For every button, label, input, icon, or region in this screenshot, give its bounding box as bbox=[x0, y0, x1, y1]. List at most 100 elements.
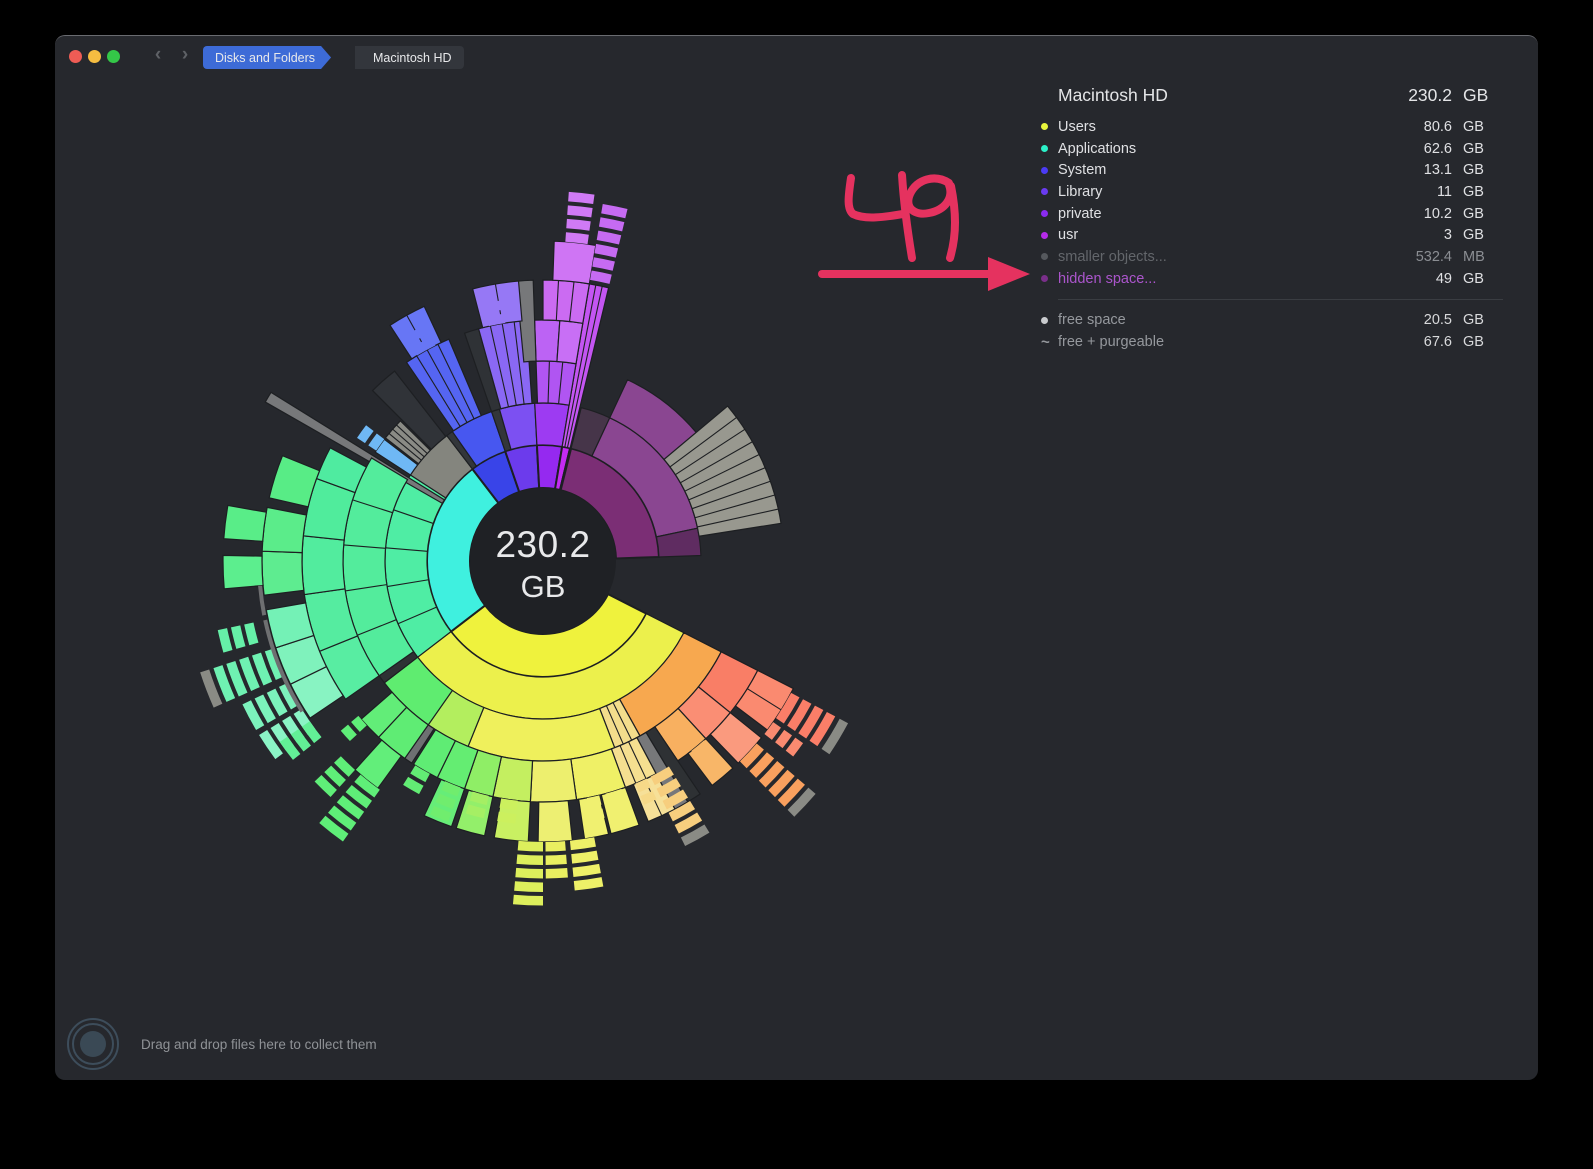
chart-tick[interactable] bbox=[775, 729, 793, 749]
chart-tick[interactable] bbox=[469, 791, 489, 806]
chart-tick[interactable] bbox=[351, 715, 367, 732]
chart-tick[interactable] bbox=[239, 656, 260, 691]
chart-tick[interactable] bbox=[545, 854, 567, 865]
chart-segment[interactable] bbox=[542, 279, 591, 325]
chart-tick[interactable] bbox=[334, 756, 355, 777]
chart-tick[interactable] bbox=[787, 699, 812, 731]
chart-segment[interactable] bbox=[533, 319, 561, 363]
chart-tick[interactable] bbox=[674, 812, 703, 834]
chart-segment[interactable] bbox=[709, 711, 763, 764]
chart-segment[interactable] bbox=[360, 691, 408, 739]
chart-tick[interactable] bbox=[259, 730, 283, 760]
chart-tick[interactable] bbox=[515, 867, 543, 879]
legend-item[interactable]: ~ free + purgeable 67.6 GB bbox=[1041, 331, 1503, 353]
chart-tick[interactable] bbox=[589, 808, 605, 821]
chart-segment[interactable] bbox=[223, 504, 267, 543]
chart-tick[interactable] bbox=[435, 793, 456, 810]
chart-tick[interactable] bbox=[200, 669, 223, 708]
chart-tick[interactable] bbox=[768, 769, 795, 798]
chart-tick[interactable] bbox=[596, 230, 622, 245]
chart-tick[interactable] bbox=[251, 652, 273, 686]
chart-segment[interactable] bbox=[301, 535, 346, 596]
chart-tick[interactable] bbox=[266, 688, 288, 717]
chart-tick[interactable] bbox=[764, 722, 781, 740]
chart-tick[interactable] bbox=[680, 824, 710, 847]
chart-tick[interactable] bbox=[608, 801, 629, 816]
close-window-button[interactable] bbox=[69, 50, 82, 63]
chart-segment[interactable] bbox=[268, 454, 321, 508]
chart-tick[interactable] bbox=[662, 789, 688, 810]
chart-tick[interactable] bbox=[430, 805, 452, 822]
chart-tick[interactable] bbox=[354, 774, 380, 798]
chart-tick[interactable] bbox=[242, 700, 265, 731]
chart-segment[interactable] bbox=[655, 527, 702, 558]
chart-tick[interactable] bbox=[230, 625, 246, 649]
chart-tick[interactable] bbox=[572, 863, 601, 878]
chart-segment[interactable] bbox=[552, 240, 597, 285]
chart-tick[interactable] bbox=[699, 750, 720, 770]
chart-segment[interactable] bbox=[374, 438, 419, 476]
chart-tick[interactable] bbox=[565, 232, 589, 245]
chart-tick[interactable] bbox=[612, 814, 634, 830]
chart-segment[interactable] bbox=[515, 279, 537, 363]
chart-tick[interactable] bbox=[775, 692, 800, 724]
minimize-window-button[interactable] bbox=[88, 50, 101, 63]
legend-item[interactable]: private 10.2 GB bbox=[1041, 203, 1503, 225]
back-chevron-icon[interactable]: ‹ bbox=[154, 44, 162, 65]
chart-tick[interactable] bbox=[465, 804, 486, 819]
chart-tick[interactable] bbox=[592, 257, 615, 271]
chart-tick[interactable] bbox=[739, 743, 764, 769]
chart-tick[interactable] bbox=[290, 728, 311, 752]
breadcrumb-tab-disks-and-folders[interactable]: Disks and Folders bbox=[203, 46, 331, 69]
chart-tick[interactable] bbox=[586, 795, 602, 808]
chart-tick[interactable] bbox=[244, 622, 259, 646]
chart-tick[interactable] bbox=[403, 776, 424, 795]
chart-tick[interactable] bbox=[749, 752, 775, 778]
chart-segment[interactable] bbox=[663, 405, 782, 537]
chart-tick[interactable] bbox=[314, 774, 337, 797]
chart-tick[interactable] bbox=[441, 781, 461, 797]
chart-tick[interactable] bbox=[601, 203, 628, 219]
chart-tick[interactable] bbox=[590, 270, 612, 284]
chart-tick[interactable] bbox=[279, 736, 301, 760]
collector-dropzone[interactable]: Drag and drop files here to collect them bbox=[67, 1018, 377, 1070]
chart-tick[interactable] bbox=[345, 784, 372, 809]
chart-segment[interactable] bbox=[734, 669, 795, 731]
legend-item[interactable]: hidden space... 49 GB bbox=[1041, 268, 1503, 290]
chart-tick[interactable] bbox=[514, 881, 543, 892]
chart-segment[interactable] bbox=[261, 550, 305, 596]
chart-tick[interactable] bbox=[301, 721, 322, 744]
chart-tick[interactable] bbox=[569, 837, 596, 851]
chart-segment[interactable] bbox=[261, 506, 308, 554]
chart-tick[interactable] bbox=[328, 805, 357, 831]
chart-segment[interactable] bbox=[354, 739, 403, 790]
chart-tick[interactable] bbox=[798, 705, 824, 739]
chart-segment[interactable] bbox=[535, 360, 577, 406]
chart-tick[interactable] bbox=[499, 798, 518, 811]
chart-tick[interactable] bbox=[691, 740, 711, 759]
chart-tick[interactable] bbox=[213, 665, 236, 702]
chart-tick[interactable] bbox=[571, 850, 599, 864]
chart-tick[interactable] bbox=[512, 894, 543, 906]
chart-tick[interactable] bbox=[517, 840, 543, 852]
legend-item[interactable]: usr 3 GB bbox=[1041, 224, 1503, 246]
chart-tick[interactable] bbox=[217, 628, 233, 653]
legend-item[interactable]: free space 20.5 GB bbox=[1041, 310, 1503, 332]
chart-tick[interactable] bbox=[777, 778, 805, 807]
forward-chevron-icon[interactable]: › bbox=[181, 44, 189, 65]
chart-segment[interactable] bbox=[315, 447, 368, 494]
chart-segment[interactable] bbox=[371, 370, 447, 451]
chart-segment[interactable] bbox=[529, 758, 578, 803]
chart-tick[interactable] bbox=[809, 711, 836, 747]
chart-segment[interactable] bbox=[222, 554, 264, 590]
chart-tick[interactable] bbox=[226, 660, 248, 697]
chart-tick[interactable] bbox=[635, 778, 651, 793]
chart-tick[interactable] bbox=[368, 433, 385, 451]
chart-tick[interactable] bbox=[278, 682, 300, 710]
chart-tick[interactable] bbox=[758, 761, 785, 788]
chart-tick[interactable] bbox=[594, 243, 619, 258]
chart-tick[interactable] bbox=[650, 766, 674, 786]
zoom-window-button[interactable] bbox=[107, 50, 120, 63]
chart-tick[interactable] bbox=[410, 765, 430, 783]
chart-tick[interactable] bbox=[319, 815, 349, 842]
